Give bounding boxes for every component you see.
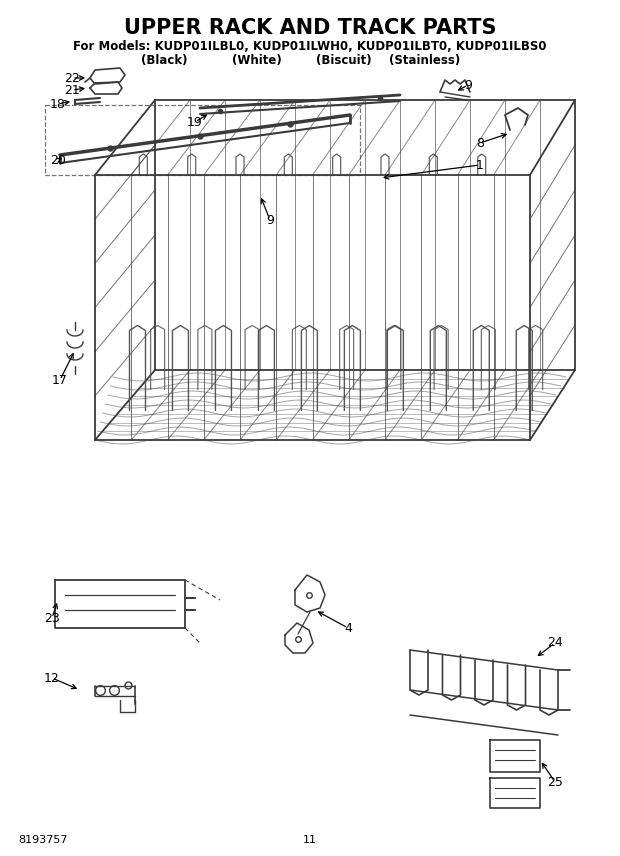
Text: 25: 25	[547, 776, 563, 788]
Text: 18: 18	[50, 98, 66, 110]
Text: 8193757: 8193757	[18, 835, 68, 845]
Text: 19: 19	[187, 116, 203, 128]
Text: 9: 9	[266, 213, 274, 227]
Text: 17: 17	[52, 373, 68, 387]
Text: (White): (White)	[232, 54, 282, 67]
Text: 11: 11	[303, 835, 317, 845]
Text: 23: 23	[44, 611, 60, 625]
Text: 1: 1	[476, 158, 484, 171]
Text: 21: 21	[64, 84, 80, 97]
Text: For Models: KUDP01ILBL0, KUDP01ILWH0, KUDP01ILBT0, KUDP01ILBS0: For Models: KUDP01ILBL0, KUDP01ILWH0, KU…	[73, 40, 547, 53]
Text: 9: 9	[464, 79, 472, 92]
Text: UPPER RACK AND TRACK PARTS: UPPER RACK AND TRACK PARTS	[124, 18, 496, 38]
Text: 24: 24	[547, 637, 563, 650]
Text: 20: 20	[50, 153, 66, 167]
Text: 22: 22	[64, 72, 80, 85]
Text: (Stainless): (Stainless)	[389, 54, 460, 67]
Text: 4: 4	[344, 621, 352, 634]
Text: 8: 8	[476, 136, 484, 150]
Text: (Black): (Black)	[141, 54, 187, 67]
Text: (Biscuit): (Biscuit)	[316, 54, 372, 67]
Text: 12: 12	[44, 671, 60, 685]
